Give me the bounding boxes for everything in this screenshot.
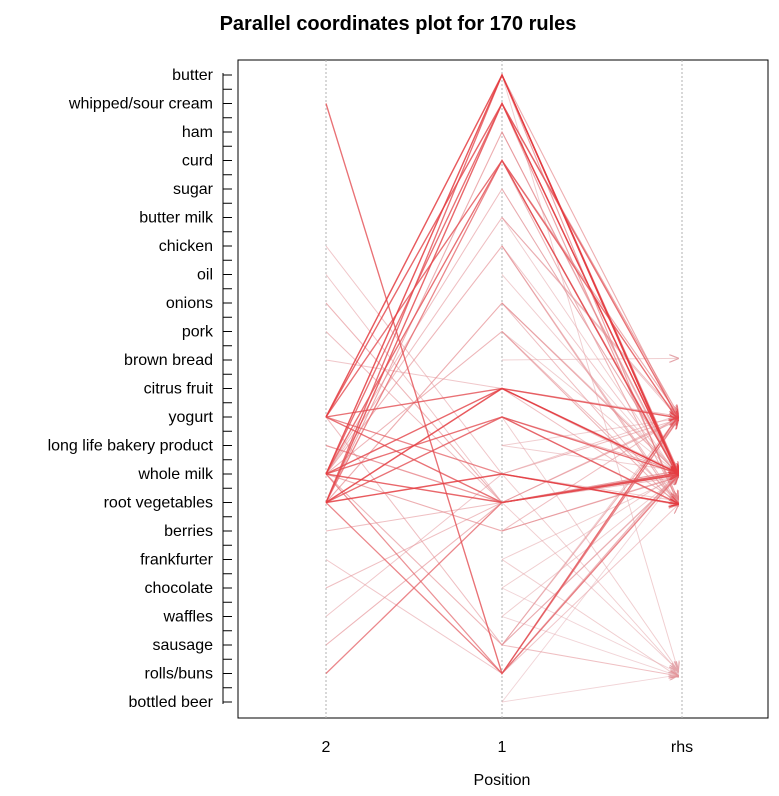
rule-line	[501, 616, 678, 676]
x-axis: 2 1 rhs	[322, 739, 694, 756]
y-label: citrus fruit	[144, 381, 214, 398]
y-label: berries	[164, 523, 213, 540]
rule-line	[325, 73, 678, 473]
x-label-rhs: rhs	[671, 739, 693, 756]
y-label: ham	[182, 124, 213, 141]
rule-lines	[325, 73, 678, 703]
rule-line	[501, 477, 678, 560]
y-label: long life bakery product	[48, 438, 214, 455]
rule-line	[501, 358, 678, 360]
y-label: curd	[182, 153, 213, 170]
rule-line	[325, 101, 678, 474]
y-axis: butter whipped/sour cream ham curd sugar butt…	[48, 67, 232, 711]
rule-line	[501, 417, 678, 532]
rule-line	[325, 474, 678, 504]
rule-line	[501, 419, 678, 475]
y-label: chocolate	[145, 580, 214, 597]
y-label: butter	[172, 67, 214, 84]
y-label: chicken	[159, 238, 213, 255]
rule-line	[325, 245, 678, 506]
y-label: bottled beer	[128, 694, 213, 711]
rule-line	[325, 473, 678, 504]
rule-line	[325, 103, 678, 676]
y-label: onions	[166, 295, 213, 312]
y-label: waffles	[162, 609, 213, 626]
rule-line	[501, 675, 678, 703]
x-label-2: 2	[322, 739, 331, 756]
rule-line	[325, 416, 678, 503]
y-label: frankfurter	[140, 552, 214, 569]
rule-line	[501, 502, 678, 671]
y-label: whipped/sour cream	[68, 96, 213, 113]
rule-line	[501, 445, 678, 471]
x-axis-title: Position	[474, 772, 531, 789]
rule-line	[325, 420, 678, 675]
y-label: oil	[197, 267, 213, 284]
rule-line	[325, 387, 678, 504]
y-label: pork	[182, 324, 214, 341]
rule-line	[501, 331, 678, 501]
y-label: brown bread	[124, 352, 213, 369]
rule-line	[501, 505, 678, 674]
y-label: whole milk	[137, 466, 214, 483]
rule-line	[501, 587, 678, 673]
rule-line	[501, 245, 678, 476]
rule-line	[501, 559, 678, 677]
rule-line	[501, 644, 678, 676]
y-label: sugar	[173, 181, 214, 198]
rule-line	[325, 130, 678, 503]
y-label: root vegetables	[104, 495, 213, 512]
rule-line	[501, 74, 678, 670]
chart-title: Parallel coordinates plot for 170 rules	[220, 13, 577, 35]
plot-frame	[237, 59, 769, 719]
y-label: yogurt	[169, 409, 214, 426]
rule-line	[325, 330, 678, 506]
y-label: sausage	[153, 637, 214, 654]
y-label: rolls/buns	[145, 666, 213, 683]
rule-line	[325, 159, 678, 476]
x-label-1: 1	[498, 739, 507, 756]
y-label: butter milk	[139, 210, 214, 227]
